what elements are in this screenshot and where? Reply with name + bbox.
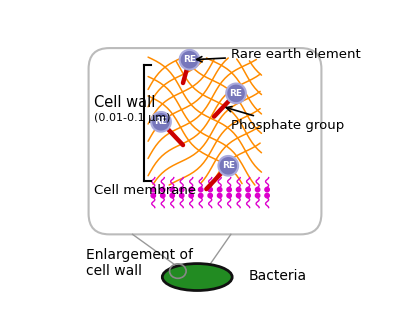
Circle shape	[160, 193, 165, 198]
Text: RE: RE	[183, 55, 196, 64]
Text: (0.01-0.1 μm): (0.01-0.1 μm)	[94, 113, 170, 123]
Circle shape	[236, 187, 241, 192]
Circle shape	[151, 193, 156, 198]
Text: Phosphate group: Phosphate group	[226, 107, 344, 132]
Circle shape	[256, 193, 260, 198]
Circle shape	[151, 187, 156, 192]
Circle shape	[170, 187, 174, 192]
Circle shape	[265, 187, 269, 192]
Text: RE: RE	[230, 89, 242, 98]
Circle shape	[236, 193, 241, 198]
Circle shape	[151, 112, 171, 132]
Circle shape	[227, 193, 231, 198]
Circle shape	[256, 187, 260, 192]
Circle shape	[218, 193, 222, 198]
Circle shape	[180, 50, 199, 70]
FancyBboxPatch shape	[88, 48, 322, 235]
Text: Enlargement of
cell wall: Enlargement of cell wall	[86, 248, 193, 278]
Text: Cell wall: Cell wall	[94, 95, 155, 110]
Circle shape	[189, 193, 194, 198]
Text: Rare earth element: Rare earth element	[197, 48, 361, 62]
Text: Cell membrane: Cell membrane	[94, 184, 196, 197]
Circle shape	[189, 187, 194, 192]
Circle shape	[198, 193, 203, 198]
Circle shape	[226, 84, 246, 103]
Circle shape	[208, 187, 212, 192]
Circle shape	[208, 193, 212, 198]
Circle shape	[160, 187, 165, 192]
Circle shape	[198, 187, 203, 192]
Text: RE: RE	[222, 161, 235, 170]
Text: RE: RE	[154, 117, 168, 126]
Circle shape	[227, 187, 231, 192]
Ellipse shape	[162, 264, 232, 291]
Circle shape	[246, 187, 250, 192]
Circle shape	[180, 193, 184, 198]
Circle shape	[180, 187, 184, 192]
Circle shape	[246, 193, 250, 198]
Circle shape	[218, 156, 238, 176]
Circle shape	[265, 193, 269, 198]
Circle shape	[170, 193, 174, 198]
Text: Bacteria: Bacteria	[249, 269, 307, 283]
Circle shape	[218, 187, 222, 192]
